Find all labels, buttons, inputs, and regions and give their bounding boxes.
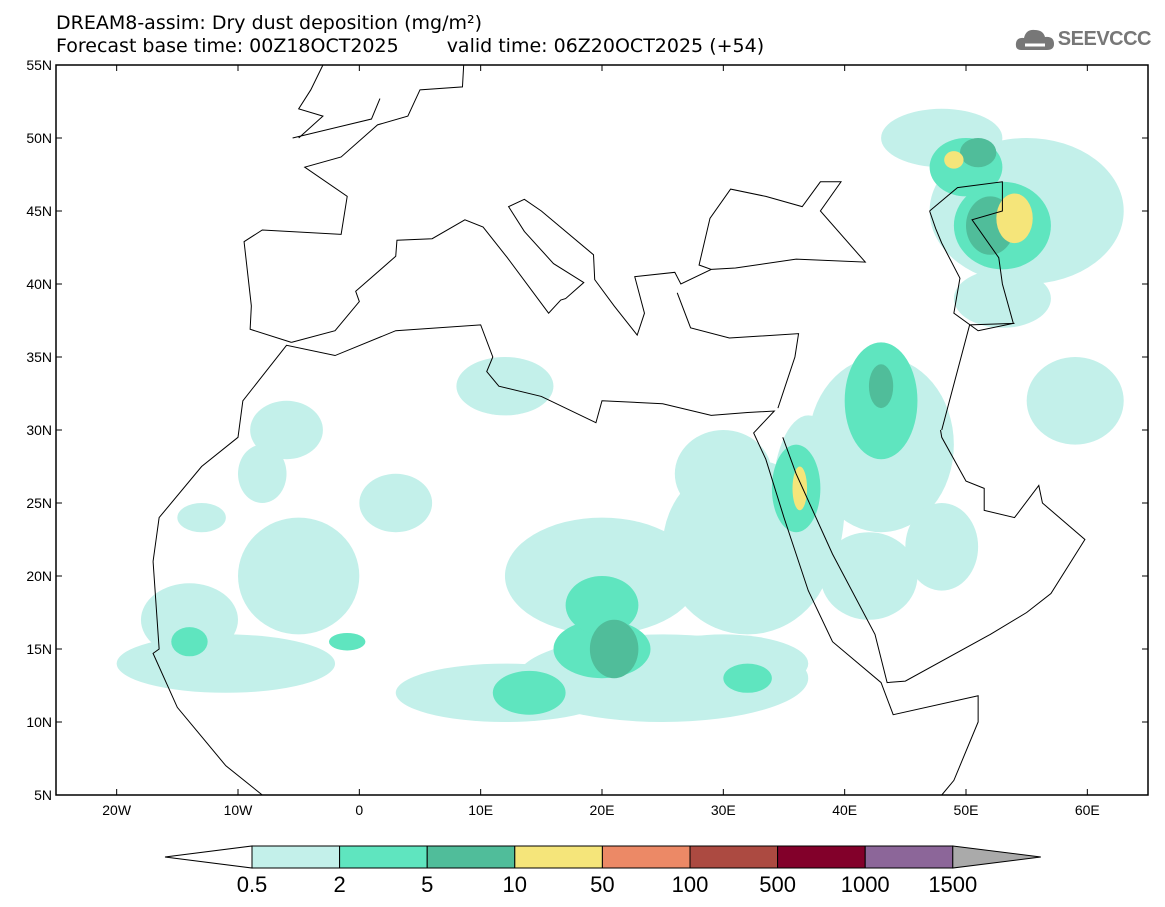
colorbar-label: 100	[672, 872, 709, 897]
lon-label: 20W	[102, 802, 132, 818]
colorbar-label: 500	[759, 872, 796, 897]
colorbar-above-arrow	[952, 845, 1041, 869]
lat-label: 50N	[26, 130, 52, 146]
colorbar-segment	[689, 845, 779, 869]
dust-area	[638, 634, 809, 693]
dust-area	[944, 151, 964, 169]
lon-label: 0	[355, 802, 363, 818]
colorbar-segment	[339, 845, 428, 869]
lat-label: 5N	[34, 787, 52, 803]
dust-deposition-field	[116, 108, 1124, 722]
colorbar-segment	[601, 845, 691, 869]
dust-area	[820, 532, 918, 620]
forecast-times: Forecast base time: 00Z18OCT2025 valid ti…	[56, 35, 764, 57]
dust-area	[674, 430, 772, 518]
coastline	[243, 64, 465, 343]
colorbar-label: 2	[333, 872, 345, 897]
dust-area	[723, 663, 772, 693]
lon-label: 10W	[224, 802, 254, 818]
coastline	[676, 292, 800, 409]
valid-time: valid time: 06Z20OCT2025 (+54)	[446, 35, 765, 57]
colorbar-legend: 0.5 2 5 10 50 100 500 1000 1500	[164, 845, 1041, 897]
dust-area	[359, 473, 433, 533]
lat-label: 25N	[26, 495, 52, 511]
dust-area	[171, 627, 208, 657]
lon-label: 50E	[954, 802, 979, 818]
dust-area	[1026, 357, 1124, 445]
dust-area	[868, 364, 894, 409]
map-title: DREAM8-assim: Dry dust deposition (mg/m²…	[56, 12, 483, 34]
lon-label: 30E	[711, 802, 736, 818]
colorbar-segment	[514, 845, 603, 869]
colorbar-label: 10	[503, 872, 527, 897]
dust-area	[959, 138, 997, 168]
colorbar-segment	[777, 845, 866, 869]
lat-label: 40N	[26, 276, 52, 292]
coastline	[941, 322, 1015, 431]
colorbar-below-arrow	[164, 845, 253, 869]
lat-label: 10N	[26, 714, 52, 730]
lat-label: 55N	[26, 57, 52, 73]
dust-area	[329, 632, 366, 651]
colorbar-segment	[251, 845, 341, 869]
seevccc-logo: SEEVCCC	[1015, 26, 1152, 52]
colorbar-label: 5	[421, 872, 433, 897]
colorbar-label: 1000	[841, 872, 890, 897]
colorbar-segment	[864, 845, 954, 869]
lon-label: 10E	[468, 802, 493, 818]
lat-label: 15N	[26, 641, 52, 657]
colorbar-label: 0.5	[237, 872, 268, 897]
dust-area	[589, 619, 639, 679]
dust-area	[905, 503, 979, 591]
coastline	[152, 561, 263, 796]
coastline	[782, 429, 1086, 684]
lon-label: 40E	[832, 802, 857, 818]
lat-label: 20N	[26, 568, 52, 584]
coastline	[297, 64, 324, 139]
cloud-icon	[1015, 29, 1054, 50]
lat-label: 30N	[26, 422, 52, 438]
dust-area	[456, 357, 554, 416]
coastline	[291, 181, 867, 343]
coastlines	[152, 64, 1086, 796]
dust-area	[177, 502, 226, 533]
lon-label: 20E	[590, 802, 615, 818]
colorbar-label: 50	[590, 872, 614, 897]
dust-area	[492, 670, 566, 715]
dust-area	[238, 444, 287, 503]
colorbar-segment	[426, 845, 516, 869]
colorbar-label: 1500	[928, 872, 977, 897]
coastline	[292, 98, 381, 139]
dust-area	[565, 576, 639, 635]
logo-text: SEEVCCC	[1057, 27, 1152, 50]
dust-area	[953, 269, 1051, 328]
lon-label: 60E	[1075, 802, 1100, 818]
dust-area	[238, 517, 360, 635]
dust-area	[504, 517, 700, 635]
dust-area	[996, 193, 1033, 244]
coastline	[152, 324, 979, 796]
lat-label: 45N	[26, 203, 52, 219]
lat-label: 35N	[26, 349, 52, 365]
base-time: Forecast base time: 00Z18OCT2025	[56, 35, 399, 57]
coastline	[929, 181, 1014, 332]
dust-area	[116, 634, 336, 693]
map-axes: 55N 50N 45N 40N 35N 30N 25N 20N 15N 10N 5N 20W 10W 0 1…	[26, 57, 1148, 818]
dust-area	[792, 466, 808, 511]
dust-area	[250, 400, 323, 460]
